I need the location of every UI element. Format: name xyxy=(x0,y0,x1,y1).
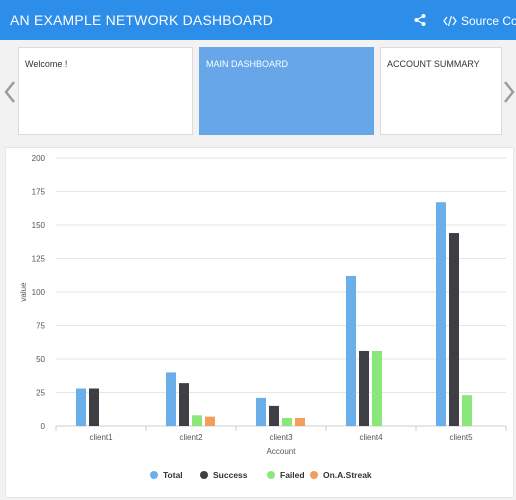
legend-label: On.A.Streak xyxy=(323,470,372,480)
bar-client2-on-a-streak xyxy=(205,416,215,426)
y-tick-label: 175 xyxy=(32,188,46,197)
bar-client5-success xyxy=(449,233,459,426)
card-welcome[interactable]: Welcome ! xyxy=(18,47,193,135)
legend-label: Total xyxy=(163,470,183,480)
y-tick-label: 0 xyxy=(41,422,46,431)
x-tick-label: client1 xyxy=(89,433,113,442)
y-tick-label: 100 xyxy=(32,288,46,297)
code-icon xyxy=(443,15,457,27)
bar-client5-total xyxy=(436,202,446,426)
y-tick-label: 75 xyxy=(36,322,45,331)
card-account-summary[interactable]: ACCOUNT SUMMARY xyxy=(380,47,502,135)
top-navbar: AN EXAMPLE NETWORK DASHBOARD Source Code xyxy=(0,0,516,40)
bar-client2-failed xyxy=(192,415,202,426)
card-label-account-summary: ACCOUNT SUMMARY xyxy=(387,59,480,69)
card-main-dashboard[interactable]: MAIN DASHBOARD xyxy=(199,47,374,135)
chart-panel: 0 25 50 75 100 125 150 175 200 client1 client2 clie… xyxy=(0,143,516,500)
y-tick-label: 25 xyxy=(36,389,45,398)
legend-dot-on-a-streak xyxy=(310,471,318,479)
share-icon[interactable] xyxy=(413,13,427,27)
y-tick-label: 150 xyxy=(32,221,46,230)
legend-dot-total xyxy=(150,471,158,479)
legend-dot-success xyxy=(200,471,208,479)
bar-chart: 0 25 50 75 100 125 150 175 200 client1 client2 clie… xyxy=(19,154,507,480)
bar-client1-success xyxy=(89,388,99,426)
dashboard-carousel: Welcome ! MAIN DASHBOARD ACCOUNT SUMMARY xyxy=(0,40,516,143)
x-tick-label: client3 xyxy=(269,433,293,442)
x-tick-label: client5 xyxy=(449,433,473,442)
source-code-label: Source Code xyxy=(461,14,516,28)
y-tick-label: 125 xyxy=(32,255,46,264)
x-axis-label: Account xyxy=(267,447,297,456)
chart-container: 0 25 50 75 100 125 150 175 200 client1 client2 clie… xyxy=(5,147,514,498)
y-tick-label: 200 xyxy=(32,154,46,163)
x-tick-label: client2 xyxy=(179,433,203,442)
bar-client2-total xyxy=(166,372,176,426)
bar-client3-total xyxy=(256,397,266,426)
source-code-button[interactable]: Source Code xyxy=(443,13,516,29)
y-tick-label: 50 xyxy=(36,355,45,364)
card-label-main-dashboard: MAIN DASHBOARD xyxy=(206,59,289,69)
bar-client1-total xyxy=(76,388,86,426)
bar-client4-failed xyxy=(372,350,382,426)
bar-client3-on-a-streak xyxy=(295,417,305,426)
chevron-left-icon[interactable] xyxy=(3,80,17,104)
chevron-right-icon[interactable] xyxy=(502,80,516,104)
bar-client3-failed xyxy=(282,417,292,426)
legend-label: Success xyxy=(213,470,248,480)
card-label-welcome: Welcome ! xyxy=(25,59,68,69)
y-axis-label: value xyxy=(19,282,28,302)
app-title: AN EXAMPLE NETWORK DASHBOARD xyxy=(10,12,274,28)
bar-client4-total xyxy=(346,275,356,426)
legend-dot-failed xyxy=(267,471,275,479)
x-tick-label: client4 xyxy=(359,433,383,442)
bar-client2-success xyxy=(179,383,189,426)
legend-label: Failed xyxy=(280,470,305,480)
bar-client3-success xyxy=(269,405,279,426)
bar-client4-success xyxy=(359,350,369,426)
bar-client5-failed xyxy=(462,395,472,426)
